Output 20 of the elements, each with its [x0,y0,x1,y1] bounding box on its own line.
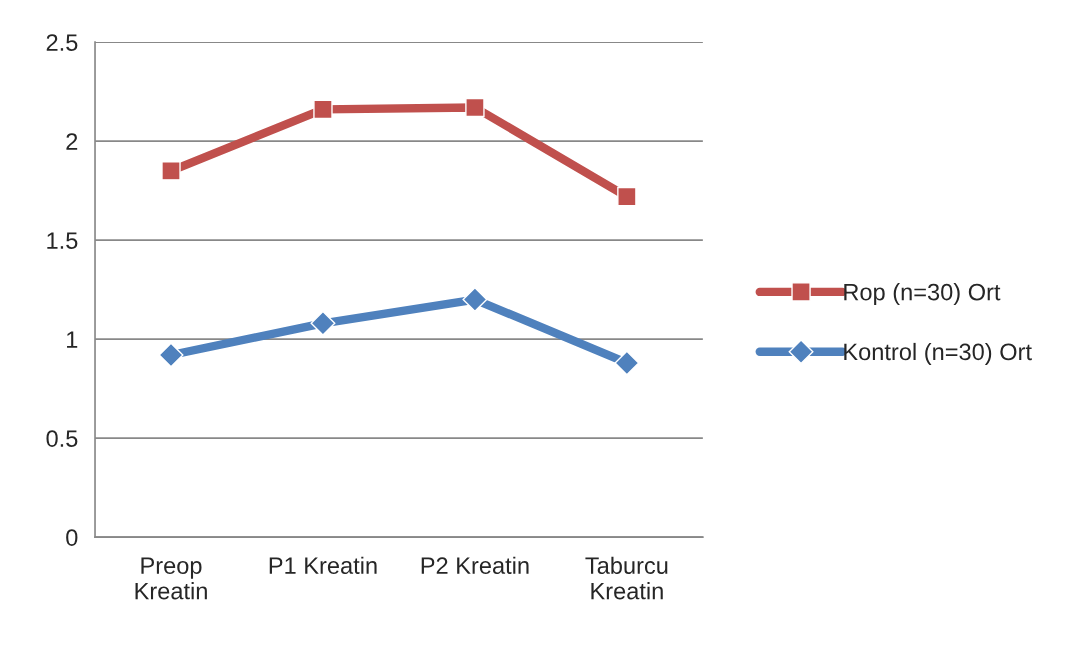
point [310,310,336,336]
point [465,97,485,118]
point [462,287,488,313]
y-tick-label: 0.5 [46,430,78,447]
point [158,342,184,368]
x-tick-label: P1 Kreatin [269,556,377,574]
x-tick-label: P2 Kreatin [421,556,529,574]
x-tick-label: Preop Kreatin [135,557,207,600]
y-tick-label: 2.5 [46,34,78,51]
x-tick-label: Taburcu Kreatin [585,556,668,600]
point [614,350,640,376]
point [161,161,181,181]
y-tick-label: 2 [66,133,78,150]
legend-label: Kontrol (n=30) Ort [844,342,1032,365]
legend-label: Rop (n=30) Ort [844,283,1001,306]
point [313,99,333,120]
y-tick-label: 1.5 [47,232,78,249]
y-tick-label: 1 [67,331,78,348]
point [617,186,637,207]
y-tick-label: 0 [66,529,78,546]
